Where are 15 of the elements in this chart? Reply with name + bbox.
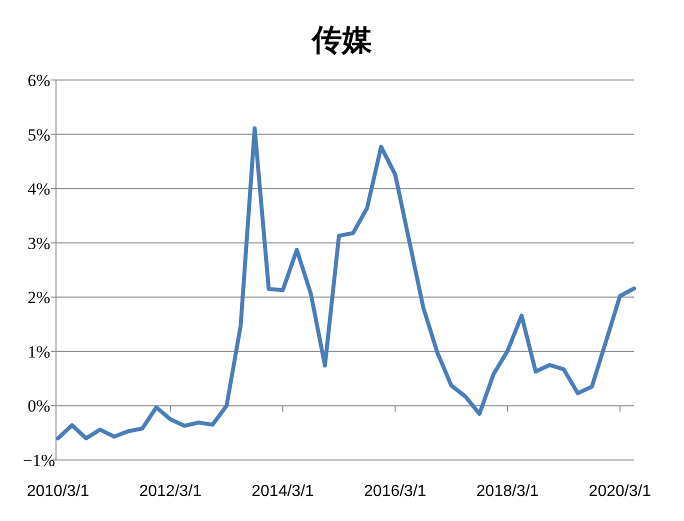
y-tick-label: 5% (28, 125, 50, 144)
x-tick-label: 2018/3/1 (476, 483, 539, 500)
x-tick-label: 2010/3/1 (26, 483, 90, 500)
y-tick-label: 2% (28, 288, 50, 308)
chart-title: 传媒 (311, 24, 372, 57)
x-tick-label: 2020/3/1 (588, 483, 652, 500)
x-tick-label: 2012/3/1 (139, 483, 202, 500)
y-tick-label: 4% (28, 180, 50, 199)
y-tick-label: 3% (28, 234, 50, 253)
x-tick-label: 2016/3/1 (364, 483, 426, 500)
y-tick-label: 1% (28, 342, 50, 362)
x-tick-label: 2014/3/1 (252, 483, 314, 500)
y-tick-label: 6% (28, 71, 50, 90)
y-tick-label: −1% (22, 451, 56, 470)
y-tick-label: 0% (28, 396, 50, 416)
